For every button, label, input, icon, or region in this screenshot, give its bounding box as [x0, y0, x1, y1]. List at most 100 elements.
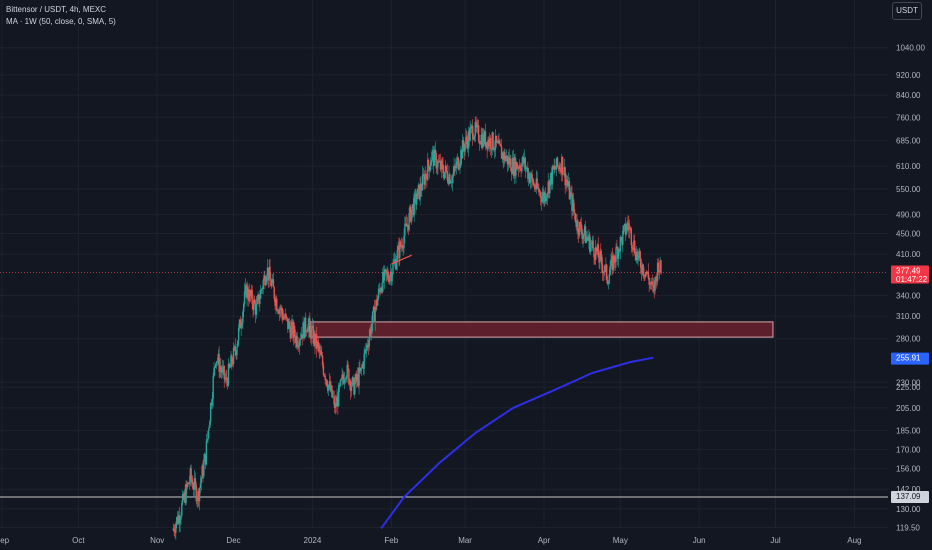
- time-tick-label: Apr: [538, 536, 551, 545]
- candle-down: [254, 299, 256, 304]
- candle-up: [250, 290, 253, 296]
- candle-up: [553, 165, 555, 170]
- candle-up: [344, 378, 347, 380]
- candle-up: [371, 311, 374, 325]
- candle-up: [498, 140, 500, 144]
- candle-down: [422, 174, 425, 176]
- candle-down: [314, 333, 316, 346]
- candle-up: [464, 144, 466, 152]
- price-tick-label: 156.00: [896, 464, 921, 473]
- currency-button[interactable]: USDT: [892, 2, 922, 20]
- candle-up: [246, 286, 248, 298]
- candle-down: [443, 173, 445, 179]
- ma-value-badge-text: 255.91: [896, 354, 921, 363]
- candle-down: [272, 279, 275, 288]
- candle-up: [604, 265, 606, 272]
- candle-up: [215, 363, 217, 367]
- candle-up: [257, 294, 259, 299]
- candle-up: [628, 227, 631, 230]
- trend-line-drawing[interactable]: [391, 254, 412, 265]
- candle-up: [248, 290, 251, 302]
- candle-up: [240, 325, 242, 329]
- candle-down: [370, 328, 372, 334]
- candle-up: [382, 271, 384, 292]
- candle-up: [416, 188, 419, 200]
- candle-up: [583, 234, 585, 236]
- candle-up: [455, 161, 458, 169]
- candle-up: [465, 136, 467, 145]
- candle-down: [455, 167, 457, 169]
- candle-down: [186, 484, 188, 487]
- candle-down: [531, 173, 533, 179]
- candle-up: [645, 271, 647, 277]
- candle-down: [603, 271, 605, 273]
- candle-down: [301, 334, 303, 339]
- candle-up: [395, 262, 398, 270]
- candle-down: [187, 482, 190, 484]
- price-tick-label: 760.00: [896, 113, 921, 122]
- candle-up: [582, 235, 584, 239]
- candle-down: [653, 286, 655, 291]
- candle-up: [562, 174, 565, 175]
- candle-up: [567, 181, 570, 187]
- symbol-title[interactable]: Bittensor / USDT, 4h, MEXC: [6, 5, 107, 14]
- candle-down: [381, 287, 383, 292]
- candle-down: [598, 257, 600, 263]
- candle-down: [629, 227, 632, 229]
- candle-down: [434, 149, 437, 154]
- candle-up: [391, 273, 393, 282]
- candle-up: [187, 482, 189, 487]
- candle-up: [307, 324, 309, 332]
- candle-down: [506, 155, 509, 165]
- candle-down: [315, 334, 318, 349]
- price-tick-label: 230.00: [896, 378, 921, 387]
- time-tick-label: Aug: [847, 536, 861, 545]
- candle-up: [204, 453, 206, 462]
- candle-up: [275, 298, 277, 306]
- candle-down: [477, 125, 480, 142]
- candle-down: [231, 355, 233, 364]
- candle-up: [641, 264, 644, 273]
- hline-badge-text: 137.09: [896, 492, 921, 501]
- candle-down: [572, 199, 575, 210]
- candle-down: [373, 306, 376, 323]
- demand-zone-rectangle[interactable]: [309, 321, 774, 338]
- candle-down: [522, 156, 525, 164]
- candle-up: [175, 524, 177, 533]
- candle-up: [451, 176, 454, 183]
- candle-down: [234, 346, 236, 352]
- candle-up: [393, 259, 396, 262]
- candle-up: [467, 131, 470, 149]
- ma-indicator-title[interactable]: MA · 1W (50, close, 0, SMA, 5): [6, 17, 116, 26]
- candle-up: [377, 297, 379, 306]
- time-axis[interactable]: Sep Oct Nov Dec 2024 Feb Mar Apr May Jun Jul Aug: [0, 536, 861, 545]
- candle-down: [258, 294, 260, 305]
- candle-down: [500, 144, 502, 147]
- candle-up: [293, 325, 295, 338]
- candle-up: [626, 222, 628, 231]
- candle-up: [516, 167, 519, 169]
- candle-down: [657, 262, 660, 273]
- candle-up: [521, 162, 523, 172]
- price-axis[interactable]: 1040.00 920.00 840.00 760.00 685.00 610.00 550…: [896, 44, 925, 533]
- candle-up: [427, 159, 429, 181]
- candle-down: [218, 353, 220, 372]
- time-tick-label: Sep: [0, 536, 10, 545]
- candle-down: [378, 288, 381, 290]
- price-tick-label: 490.00: [896, 211, 921, 220]
- candle-down: [287, 318, 289, 330]
- candle-up: [343, 379, 346, 384]
- candle-up: [259, 289, 262, 299]
- candle-down: [536, 178, 538, 188]
- candle-down: [405, 223, 408, 227]
- candle-down: [532, 178, 534, 185]
- candle-up: [421, 174, 424, 190]
- last-price-badge-text: 01:47:22: [896, 275, 928, 284]
- candle-down: [382, 271, 385, 281]
- candle-down: [220, 366, 222, 370]
- candle-up: [410, 209, 413, 222]
- candle-up: [265, 281, 267, 286]
- candle-up: [505, 155, 508, 159]
